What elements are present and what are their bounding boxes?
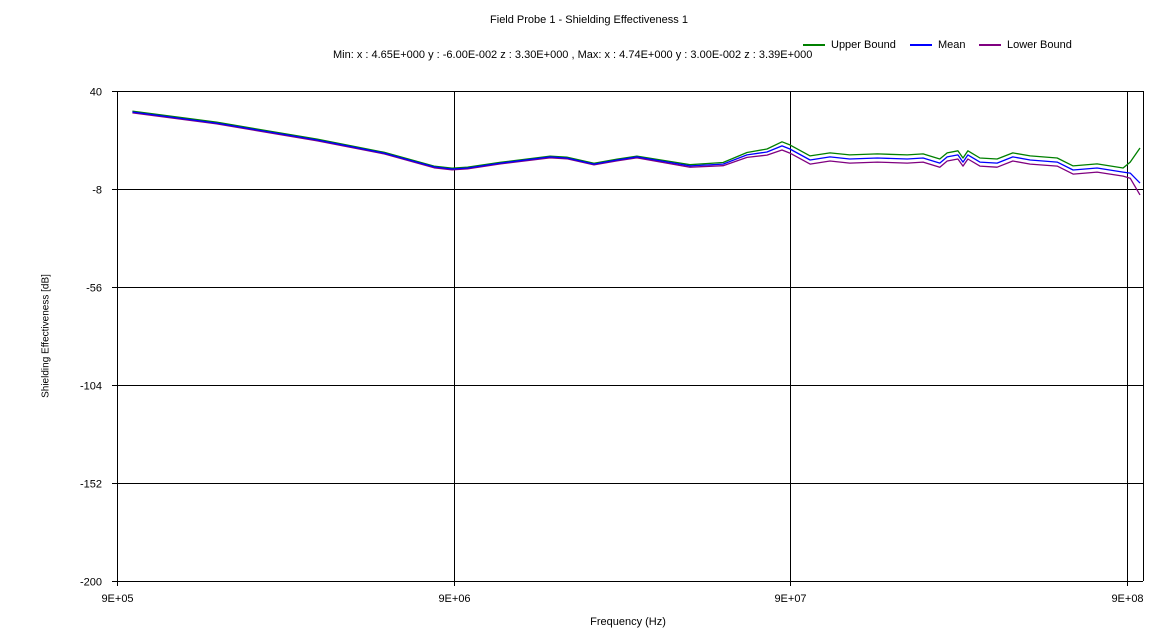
chart-title: Field Probe 1 - Shielding Effectiveness …: [490, 14, 688, 26]
x-tick-label: 9E+08: [1111, 593, 1143, 605]
series-line-mean: [132, 111, 1141, 184]
min-max-readout: Min: x : 4.65E+000 y : -6.00E-002 z : 3.…: [333, 49, 813, 61]
y-tick-label: -56: [86, 283, 102, 295]
legend-label: Upper Bound: [831, 39, 896, 51]
y-axis-label: Shielding Effectiveness [dB]: [40, 274, 52, 398]
legend-swatch-mean: [910, 44, 932, 46]
legend-label: Lower Bound: [1007, 39, 1072, 51]
y-tick-label: -8: [92, 185, 102, 197]
legend-item-lower-bound: Lower Bound: [979, 39, 1072, 51]
y-tick-label: -200: [80, 577, 102, 589]
y-tick-label: 40: [90, 87, 102, 99]
series-line-lower-bound: [132, 112, 1141, 196]
series-line-upper-bound: [132, 110, 1141, 169]
x-tick-label: 9E+05: [101, 593, 133, 605]
legend-swatch-upper-bound: [803, 44, 825, 46]
x-tick-label: 9E+07: [774, 593, 806, 605]
legend-swatch-lower-bound: [979, 44, 1001, 46]
x-tick-label: 9E+06: [438, 593, 470, 605]
y-tick-label: -104: [80, 381, 102, 393]
legend-item-upper-bound: Upper Bound: [803, 39, 896, 51]
x-axis-label: Frequency (Hz): [590, 616, 666, 628]
legend-label: Mean: [938, 39, 966, 51]
y-tick-label: -152: [80, 479, 102, 491]
legend-item-mean: Mean: [910, 39, 966, 51]
